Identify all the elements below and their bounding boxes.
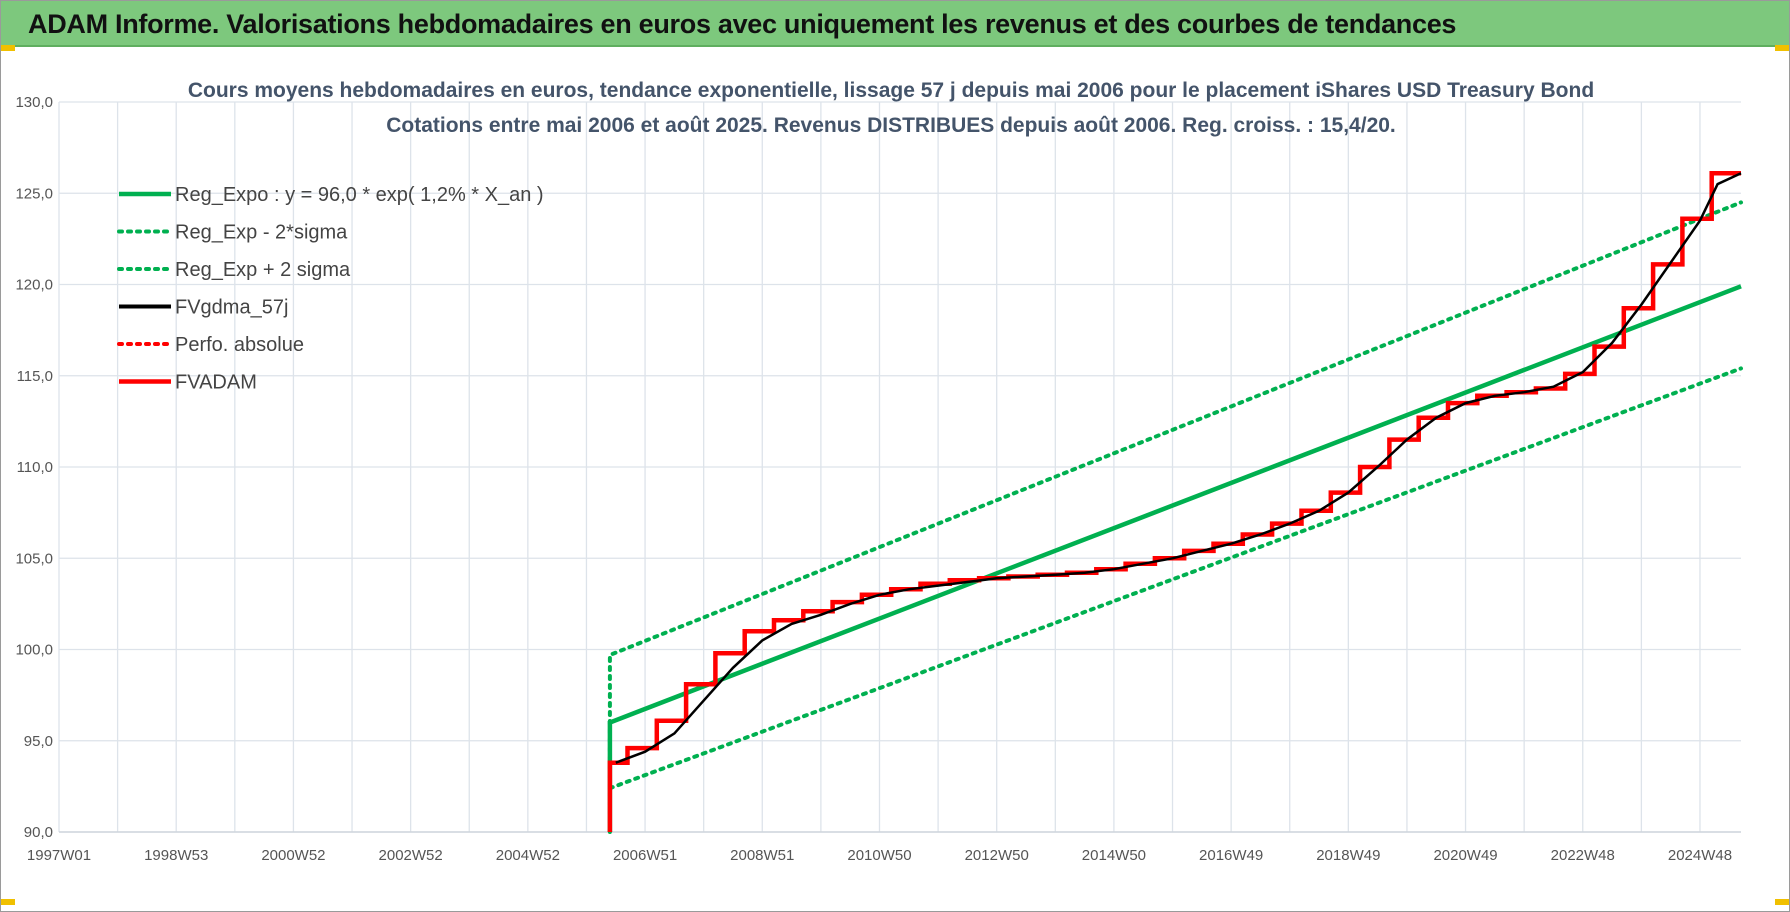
y-tick-label: 100,0 bbox=[15, 642, 53, 659]
corner-mark-top-left bbox=[1, 45, 15, 51]
x-tick-label: 2006W51 bbox=[613, 847, 677, 864]
y-tick-label: 120,0 bbox=[15, 277, 53, 294]
x-tick-label: 2014W50 bbox=[1082, 847, 1146, 864]
x-tick-label: 2020W49 bbox=[1433, 847, 1497, 864]
x-tick-label: 2016W49 bbox=[1199, 847, 1263, 864]
grid-layer bbox=[58, 101, 1741, 833]
x-tick-label: 2018W49 bbox=[1316, 847, 1380, 864]
legend-label: Perfo. absolue bbox=[175, 334, 304, 356]
report-title: ADAM Informe. Valorisations hebdomadaire… bbox=[28, 9, 1457, 39]
header-bar: ADAM Informe. Valorisations hebdomadaire… bbox=[1, 1, 1789, 47]
legend-label: Reg_Exp - 2*sigma bbox=[175, 222, 348, 244]
corner-mark-bottom-left bbox=[1, 899, 15, 905]
y-tick-label: 105,0 bbox=[15, 550, 53, 567]
y-tick-label: 90,0 bbox=[24, 824, 53, 841]
y-tick-label: 125,0 bbox=[15, 185, 53, 202]
chart-title-line-1: Cours moyens hebdomadaires en euros, ten… bbox=[188, 79, 1594, 102]
x-tick-label: 2022W48 bbox=[1551, 847, 1615, 864]
y-tick-label: 130,0 bbox=[15, 94, 53, 111]
series-layer bbox=[607, 170, 1743, 834]
x-tick-label: 1998W53 bbox=[144, 847, 208, 864]
x-tick-label: 2010W50 bbox=[847, 847, 911, 864]
legend-label: FVADAM bbox=[175, 372, 257, 394]
series-line-2 bbox=[607, 200, 1743, 834]
legend-label: Reg_Expo : y = 96,0 * exp( 1,2% * X_an ) bbox=[175, 184, 544, 206]
x-tick-label: 2002W52 bbox=[379, 847, 443, 864]
x-tick-label: 2012W50 bbox=[965, 847, 1029, 864]
y-tick-label: 110,0 bbox=[17, 459, 53, 476]
x-tick-label: 1997W01 bbox=[27, 847, 91, 864]
y-tick-label: 115,0 bbox=[17, 368, 53, 385]
x-tick-label: 2000W52 bbox=[261, 847, 325, 864]
series-line-5 bbox=[607, 170, 1741, 832]
axis-layer: 90,0 95,0 100,0 105,0 110,0 115,0 120,0 125,0 13… bbox=[15, 94, 1741, 864]
y-tick-label: 95,0 bbox=[24, 733, 53, 750]
legend-label: FVgdma_57j bbox=[175, 297, 288, 319]
legend-layer: Reg_Expo : y = 96,0 * exp( 1,2% * X_an )… bbox=[117, 184, 544, 394]
corner-mark-top-right bbox=[1775, 45, 1789, 51]
series-line-3 bbox=[615, 172, 1742, 764]
x-tick-label: 2024W48 bbox=[1668, 847, 1732, 864]
legend-label: Reg_Exp + 2 sigma bbox=[175, 259, 351, 281]
corner-mark-bottom-right bbox=[1775, 899, 1789, 905]
x-tick-label: 2004W52 bbox=[496, 847, 560, 864]
x-tick-label: 2008W51 bbox=[730, 847, 794, 864]
chart-title-line-2: Cotations entre mai 2006 et août 2025. R… bbox=[386, 114, 1396, 137]
series-line-1 bbox=[607, 366, 1743, 791]
